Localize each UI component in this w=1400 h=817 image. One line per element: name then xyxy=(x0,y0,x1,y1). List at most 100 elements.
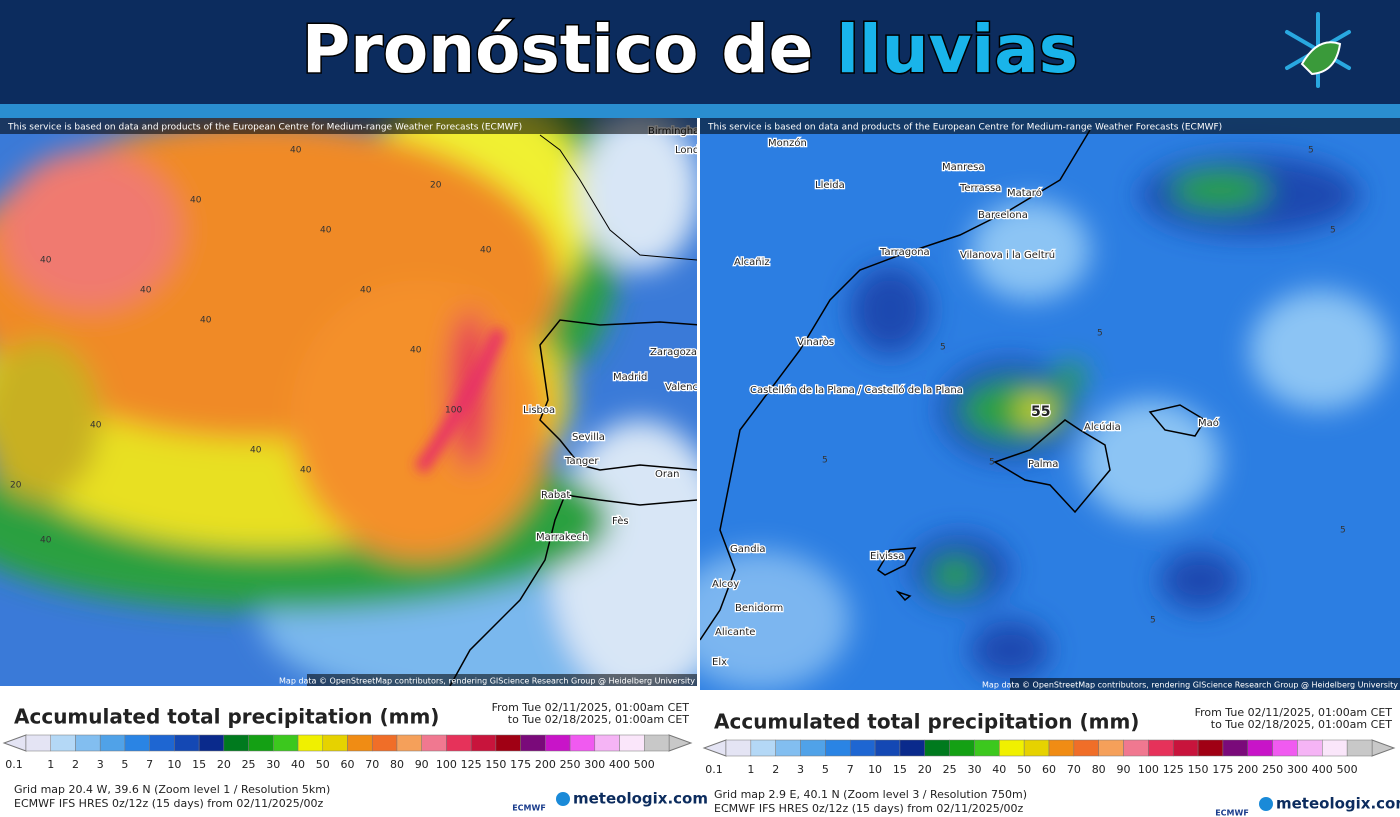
scale-arrow-left xyxy=(702,739,727,757)
place-label: Zaragoza xyxy=(650,347,697,358)
scale-label: 10 xyxy=(167,758,181,771)
scale-box xyxy=(1346,739,1373,757)
scale-box xyxy=(569,734,596,752)
scale-label: 70 xyxy=(365,758,379,771)
place-label: Alicante xyxy=(715,627,755,638)
scale-box xyxy=(223,734,249,752)
contour-label: 5 xyxy=(822,456,828,466)
scale-label: 7 xyxy=(847,763,854,776)
scale-label: 125 xyxy=(461,758,482,771)
place-label: Tarragona xyxy=(879,247,930,258)
scale-label: 50 xyxy=(1017,763,1031,776)
scale-label: 7 xyxy=(146,758,153,771)
scale-box xyxy=(273,734,299,752)
island xyxy=(993,419,1111,514)
contour-label: 40 xyxy=(90,421,102,431)
contour-label: 40 xyxy=(140,286,152,296)
scale-box xyxy=(124,734,150,752)
header-bar xyxy=(0,0,1400,104)
place-label: Vilanova i la Geltrú xyxy=(960,249,1055,261)
contour-label: 40 xyxy=(250,446,262,456)
scale-label: 3 xyxy=(97,758,104,771)
maps: BirminghamLondZaragozaMadridValencLisboa… xyxy=(0,118,1400,690)
place-label: Fès xyxy=(612,515,629,527)
island xyxy=(877,547,917,602)
contour-label: 5 xyxy=(1340,526,1346,536)
place-label: Lond xyxy=(675,145,699,156)
date-from: From Tue 02/11/2025, 01:00am CET xyxy=(492,701,690,714)
scale-label: 100 xyxy=(1138,763,1159,776)
scale-box xyxy=(619,734,645,752)
scale-label: 80 xyxy=(390,758,404,771)
precip-blob xyxy=(970,200,1090,300)
place-label: Sevilla xyxy=(572,432,605,443)
place-label: Monzón xyxy=(768,137,807,149)
brand: meteologix.com xyxy=(573,790,708,808)
grid-info: Grid map 2.9 E, 40.1 N (Zoom level 3 / R… xyxy=(714,788,1027,801)
scale-label: 15 xyxy=(192,758,206,771)
scale-label: 200 xyxy=(1237,763,1258,776)
coastline xyxy=(449,319,697,686)
place-label: Gandia xyxy=(730,544,765,555)
attribution-top: This service is based on data and produc… xyxy=(707,123,1222,133)
contour-label: 5 xyxy=(1150,616,1156,626)
scale-box xyxy=(924,739,950,757)
scale-label: 2 xyxy=(772,763,779,776)
scale-box xyxy=(248,734,274,752)
precip-field xyxy=(700,155,1390,690)
scale-label: 300 xyxy=(584,758,605,771)
place-label: Vinaròs xyxy=(797,336,834,348)
scale-box xyxy=(1048,739,1075,757)
contour-label: 5 xyxy=(940,343,946,353)
place-label: Manresa xyxy=(942,162,984,173)
logo-icon xyxy=(1285,12,1351,88)
place-label: Rabat xyxy=(541,490,570,501)
place-label: Alcoy xyxy=(712,579,739,590)
legend-title: Accumulated total precipitation (mm) xyxy=(714,710,1139,734)
scale-box xyxy=(874,739,901,757)
scale-box xyxy=(198,734,225,752)
scale-box xyxy=(1073,739,1099,757)
title-part1: Pronóstico de xyxy=(302,11,814,88)
scale-label: 300 xyxy=(1287,763,1308,776)
scale-box xyxy=(725,739,752,757)
contour-label: 5 xyxy=(989,458,995,468)
scale-box xyxy=(1123,739,1149,757)
scale-box xyxy=(800,739,826,757)
scale-label: 30 xyxy=(967,763,981,776)
attribution-top: This service is based on data and produc… xyxy=(7,123,522,133)
precip-blob xyxy=(580,118,697,270)
scale-label: 175 xyxy=(510,758,531,771)
map-right: Monzón Lleida Manresa Terrassa Mataró Barcelo… xyxy=(700,118,1400,690)
precip-blob xyxy=(970,620,1050,680)
scale-box xyxy=(1297,739,1323,757)
scale-box xyxy=(446,734,472,752)
scale-box xyxy=(322,734,348,752)
scale-box xyxy=(1222,739,1249,757)
precip-blob xyxy=(930,557,980,593)
place-label: Oran xyxy=(655,469,679,480)
scale-box xyxy=(899,739,926,757)
date-to: to Tue 02/18/2025, 01:00am CET xyxy=(508,713,690,726)
precip-blob xyxy=(1250,290,1390,410)
scale-label: 500 xyxy=(1337,763,1358,776)
precip-field xyxy=(0,118,697,686)
scale-box xyxy=(545,734,571,752)
contour-label: 40 xyxy=(40,256,52,266)
date-to: to Tue 02/18/2025, 01:00am CET xyxy=(1211,718,1393,731)
scale-label: 200 xyxy=(535,758,556,771)
precip-blob xyxy=(960,380,1070,440)
precip-blob xyxy=(850,265,930,355)
contour-label: 40 xyxy=(410,346,422,356)
scale-box xyxy=(949,739,975,757)
contour-label: 5 xyxy=(1330,226,1336,236)
date-from: From Tue 02/11/2025, 01:00am CET xyxy=(1195,706,1393,719)
place-label: 55 xyxy=(1031,404,1050,420)
island xyxy=(1148,404,1207,437)
scale-box xyxy=(1197,739,1224,757)
precip-blob xyxy=(1080,400,1220,520)
place-label: Mataró xyxy=(1007,187,1042,199)
place-label: Marrakech xyxy=(536,532,588,543)
page-title: Pronóstico de lluvias xyxy=(302,11,1078,88)
